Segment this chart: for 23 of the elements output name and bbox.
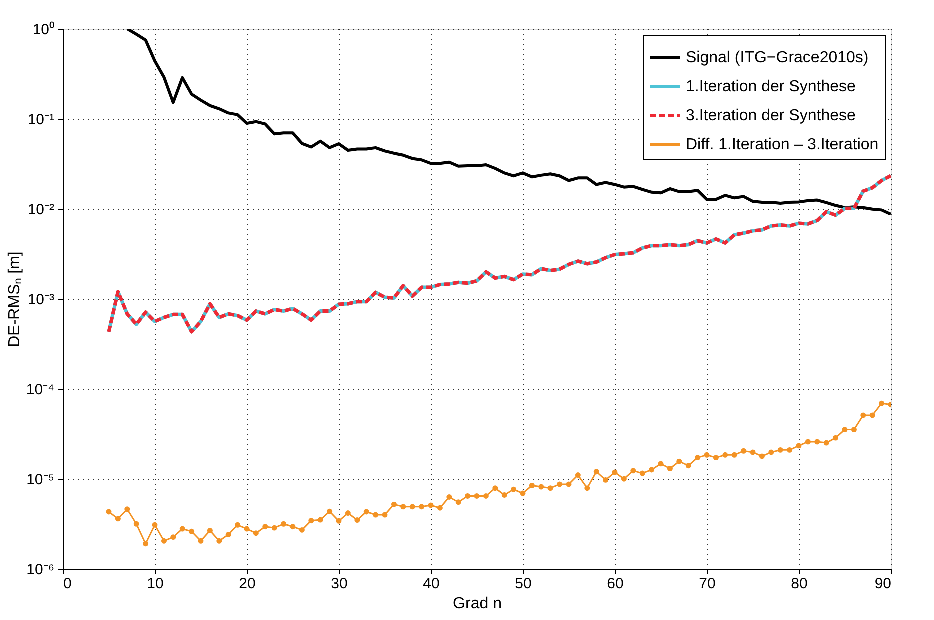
x-tick-label: 20 (239, 576, 256, 592)
x-tick-label: 40 (423, 576, 440, 592)
x-tick-label: 90 (874, 576, 892, 592)
y-tick-label: 10⁻⁵ (26, 472, 54, 488)
y-tick-label: 10⁻³ (28, 292, 54, 308)
y-axis-title: DE-RMSₙ [m] (6, 252, 24, 348)
x-tick-label: 80 (791, 576, 808, 592)
legend-label: Signal (ITG−Grace2010s) (686, 50, 869, 66)
x-tick-label: 30 (331, 576, 348, 592)
y-tick-label: 10⁻¹ (28, 112, 54, 128)
y-tick-label: 10⁻⁴ (26, 382, 54, 398)
x-tick-label: 0 (64, 576, 72, 592)
x-tick-label: 60 (607, 576, 624, 592)
x-axis-title: Grad n (453, 596, 502, 612)
y-tick-label: 10⁻⁶ (26, 562, 54, 578)
y-tick-label: 10⁰ (32, 22, 54, 38)
legend-label: 1.Iteration der Synthese (686, 78, 856, 96)
legend-label: 3.Iteration der Synthese (686, 108, 856, 124)
x-tick-label: 50 (515, 576, 532, 592)
x-tick-label: 70 (699, 576, 716, 592)
x-tick-label: 10 (147, 576, 164, 592)
y-tick-label: 10⁻² (28, 202, 54, 218)
legend-label: Diff. 1.Iteration – 3.Iteration (686, 136, 879, 154)
